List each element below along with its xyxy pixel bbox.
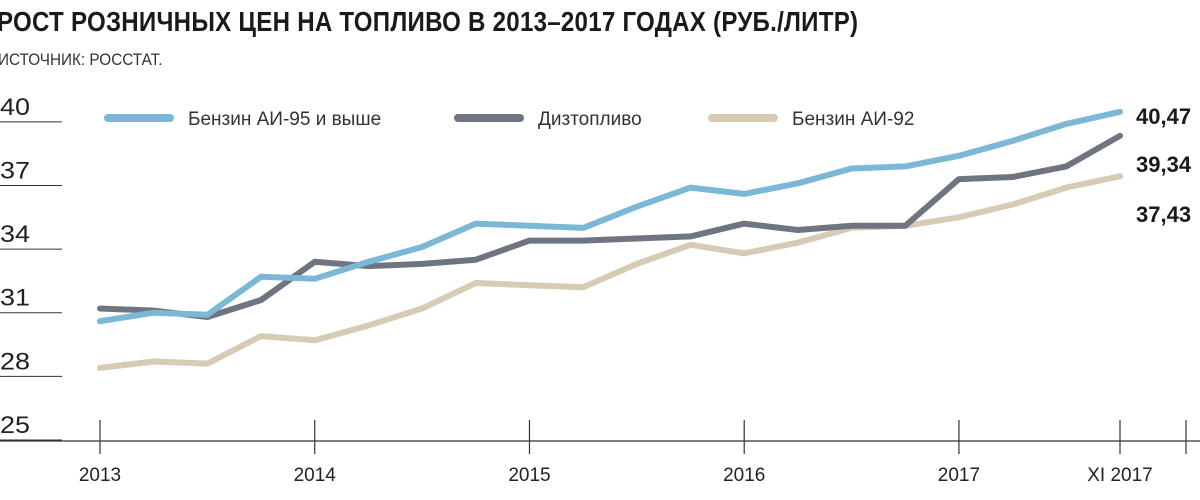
end-value-label: 39,34 [1136, 152, 1192, 177]
legend-label: Дизтопливо [538, 109, 642, 130]
series-line [97, 132, 1123, 320]
end-value-label: 40,47 [1136, 104, 1191, 129]
x-tick-label: 2013 [79, 465, 121, 486]
y-tick-label: 37 [0, 157, 30, 184]
x-tick-label: 2016 [723, 465, 765, 486]
series-line [97, 108, 1123, 325]
y-tick-label: 31 [0, 285, 30, 312]
x-tick-label: XI 2017 [1087, 465, 1153, 486]
legend-label: Бензин АИ-95 и выше [188, 109, 381, 130]
y-tick-label: 34 [0, 221, 30, 248]
chart-source: ИСТОЧНИК: РОССТАТ. [0, 50, 163, 69]
y-tick-label: 25 [0, 412, 30, 439]
legend-label: Бензин АИ-92 [792, 109, 914, 130]
y-tick-label: 28 [0, 348, 30, 375]
end-value-label: 37,43 [1136, 202, 1191, 227]
chart-title: РОСТ РОЗНИЧНЫХ ЦЕН НА ТОПЛИВО В 2013–201… [0, 6, 859, 37]
series-line [97, 173, 1123, 371]
x-tick-label: 2015 [508, 465, 550, 486]
x-tick-label: 2014 [294, 465, 337, 486]
y-tick-label: 40 [0, 94, 30, 121]
x-tick-label: 2017 [938, 465, 980, 486]
